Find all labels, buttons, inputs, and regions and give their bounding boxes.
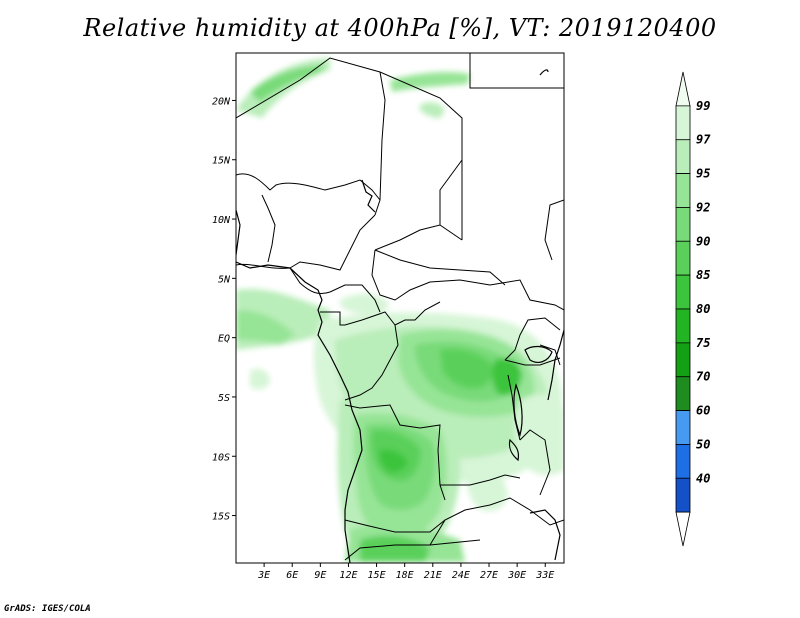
map-title: Relative humidity at 400hPa [%], VT: 201…: [83, 14, 717, 42]
lat-tick-label: 20N: [212, 96, 231, 107]
colorbar-level-label: 50: [696, 437, 710, 451]
longitude-axis: 3E 6E 9E 12E 15E 18E 21E 24E 27E 30E 33E: [257, 563, 554, 581]
humidity-shading: [236, 58, 564, 562]
colorbar-level-label: 90: [696, 234, 710, 248]
lon-tick-label: 33E: [535, 570, 554, 581]
colorbar-level-label: 99: [696, 99, 710, 113]
lat-tick-label: 5N: [218, 274, 231, 285]
colorbar-box: [675, 477, 691, 513]
colorbar-box: [675, 240, 691, 276]
colorbar-box: [675, 410, 691, 445]
latitude-axis: 20N 15N 10N 5N EQ 5S 10S 15S: [212, 96, 236, 523]
colorbar-box: [675, 173, 691, 208]
lon-tick-label: 9E: [314, 570, 326, 581]
colorbar-level-label: 70: [696, 370, 710, 384]
colorbar-box: [675, 71, 691, 107]
colorbar-labels: 40 50 60 70 75 80 85 90 92 95 97 99: [696, 99, 711, 485]
colorbar-box: [675, 308, 691, 344]
colorbar-box: [675, 207, 691, 242]
country-borders: [236, 53, 564, 561]
colorbar-level-label: 97: [696, 133, 711, 147]
lon-tick-label: 15E: [368, 570, 386, 581]
lon-tick-label: 30E: [507, 570, 526, 581]
lat-tick-label: 15N: [212, 156, 231, 167]
lon-tick-label: 21E: [424, 570, 442, 581]
lat-tick-label: 10N: [212, 215, 231, 226]
colorbar-level-label: 85: [696, 268, 710, 282]
colorbar-box: [675, 376, 691, 411]
lon-tick-label: 18E: [396, 570, 414, 581]
colorbar-box: [675, 342, 691, 378]
colorbar-level-label: 92: [696, 200, 710, 214]
colorbar-box: [675, 274, 691, 310]
colorbar-level-label: 80: [696, 302, 710, 316]
lat-tick-label: 10S: [212, 452, 230, 463]
lat-tick-label: EQ: [218, 334, 230, 345]
lat-tick-label: 5S: [218, 393, 230, 404]
lon-tick-label: 24E: [452, 570, 470, 581]
map-frame: [235, 52, 565, 564]
lat-tick-label: 15S: [212, 512, 230, 523]
coastlines: [236, 69, 564, 563]
colorbar-level-label: 75: [696, 336, 710, 350]
colorbar-box: [675, 511, 691, 547]
lon-tick-label: 3E: [257, 570, 270, 581]
colorbar-box: [675, 444, 691, 479]
lon-tick-label: 12E: [339, 570, 357, 581]
colorbar-box: [675, 105, 691, 141]
colorbar-level-label: 60: [696, 404, 710, 418]
colorbar-level-label: 95: [696, 167, 710, 181]
grads-credit: GrADS: IGES/COLA: [4, 604, 91, 614]
colorbar-boxes: [675, 71, 691, 547]
colorbar-box: [675, 139, 691, 174]
colorbar-level-label: 40: [696, 471, 710, 485]
lon-tick-label: 6E: [286, 570, 298, 581]
lon-tick-label: 27E: [480, 570, 498, 581]
